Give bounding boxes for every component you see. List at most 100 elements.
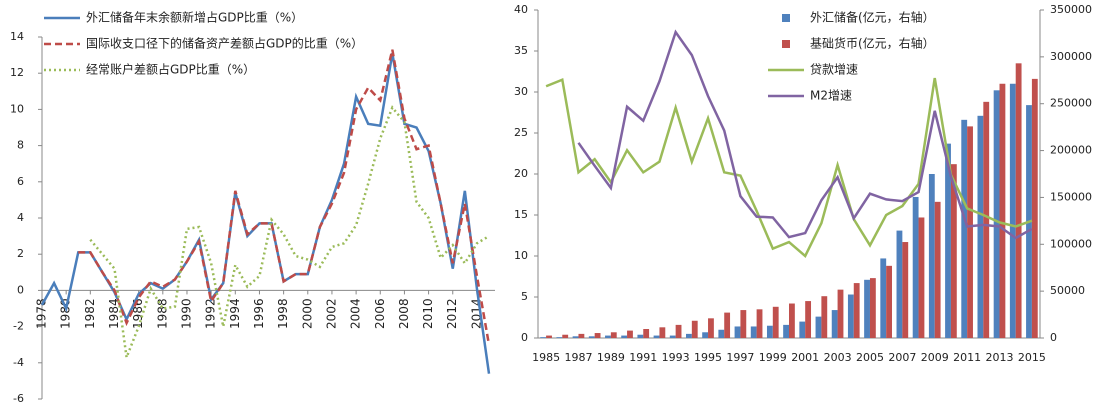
legend-label: 外汇储备年末余额新增占GDP比重（%） <box>86 10 303 25</box>
y-tick-label: 40 <box>514 3 528 16</box>
legend-label: 外汇储备(亿元，右轴） <box>810 10 935 25</box>
x-tick-label: 1987 <box>564 351 592 364</box>
bar <box>627 330 633 338</box>
x-tick-label: 2001 <box>791 351 819 364</box>
bar <box>902 242 909 338</box>
y2-tick-label: 300000 <box>1050 50 1092 63</box>
legend-swatch <box>782 40 790 48</box>
bar <box>934 201 941 338</box>
bar <box>1015 63 1022 339</box>
x-tick-label: 2013 <box>986 351 1014 364</box>
bar <box>643 329 650 338</box>
y-tick-label: -6 <box>13 392 24 405</box>
bar <box>686 333 692 338</box>
bar <box>637 334 644 338</box>
x-tick-label: 1994 <box>228 298 242 329</box>
y-tick-label: 6 <box>17 175 24 188</box>
bar <box>675 324 682 338</box>
bar <box>821 296 828 338</box>
y2-tick-label: 350000 <box>1050 3 1092 16</box>
x-tick-label: 1996 <box>252 298 266 329</box>
y2-tick-label: 200000 <box>1050 144 1092 157</box>
bar <box>740 310 747 338</box>
y-tick-label: 25 <box>514 126 528 139</box>
y-tick-label: 2 <box>17 247 24 260</box>
bar <box>578 333 585 338</box>
y-tick-label: -2 <box>13 320 24 333</box>
bar <box>610 332 617 338</box>
series-line <box>545 77 1033 258</box>
bar <box>772 306 779 338</box>
y-tick-label: 14 <box>10 30 24 43</box>
bar <box>1031 78 1038 338</box>
x-tick-label: 1995 <box>694 351 722 364</box>
x-tick-label: 2000 <box>300 298 314 329</box>
x-tick-label: 1985 <box>532 351 560 364</box>
y-tick-label: 0 <box>17 283 24 296</box>
bar <box>718 329 725 338</box>
x-tick-label: 1989 <box>597 351 625 364</box>
bar <box>918 217 925 338</box>
bar <box>993 90 1000 338</box>
bar <box>734 326 741 338</box>
bar <box>853 283 860 338</box>
x-tick-label: 2009 <box>921 351 949 364</box>
x-tick-label: 1999 <box>759 351 787 364</box>
bar <box>837 289 844 338</box>
bar <box>588 336 595 338</box>
bar <box>928 174 935 338</box>
series-line <box>577 29 1033 240</box>
bar <box>621 335 628 338</box>
y-tick-label: 10 <box>10 102 24 115</box>
bar <box>864 279 870 338</box>
y-tick-label: 15 <box>514 208 528 221</box>
y-tick-label: 10 <box>514 249 528 262</box>
y-tick-label: 8 <box>17 139 24 152</box>
y-tick-label: 4 <box>17 211 24 224</box>
y2-tick-label: 50000 <box>1050 284 1085 297</box>
bar <box>815 316 822 338</box>
x-tick-label: 1988 <box>155 298 169 329</box>
bar <box>983 101 990 338</box>
bar <box>977 115 984 338</box>
legend-label: M2增速 <box>810 89 852 103</box>
x-tick-label: 1991 <box>629 351 657 364</box>
y-tick-label: 30 <box>514 85 528 98</box>
x-tick-label: 2008 <box>397 298 411 329</box>
x-tick-label: 2004 <box>349 298 363 329</box>
bar <box>999 83 1006 338</box>
y-tick-label: 35 <box>514 44 528 57</box>
bar <box>556 337 563 338</box>
bar <box>945 143 951 338</box>
legend-label: 贷款增速 <box>810 63 858 77</box>
y2-tick-label: 100000 <box>1050 237 1092 250</box>
bar <box>886 265 892 338</box>
bar <box>783 324 789 338</box>
x-tick-label: 2012 <box>445 298 459 329</box>
x-tick-label: 1978 <box>35 298 49 329</box>
x-tick-label: 1990 <box>179 298 193 329</box>
bar <box>659 327 666 338</box>
bar <box>594 333 601 338</box>
bar <box>653 335 660 338</box>
bar <box>702 332 709 338</box>
bar <box>912 196 919 338</box>
bar <box>961 119 968 338</box>
bar <box>789 303 795 338</box>
bar <box>605 335 611 338</box>
y2-tick-label: 0 <box>1050 331 1057 344</box>
bar <box>880 258 887 338</box>
x-tick-label: 1992 <box>204 298 218 329</box>
x-tick-label: 1980 <box>59 298 73 329</box>
y2-tick-label: 150000 <box>1050 190 1092 203</box>
bar <box>950 164 957 338</box>
x-tick-label: 1997 <box>726 351 754 364</box>
bar <box>669 335 676 338</box>
legend-swatch <box>782 14 790 22</box>
bar <box>724 312 731 338</box>
legend-label: 基础货币(亿元，右轴） <box>810 36 935 51</box>
x-tick-label: 2002 <box>324 298 338 329</box>
bar <box>750 326 757 338</box>
x-tick-label: 1984 <box>107 298 121 329</box>
legend-label: 经常账户差额占GDP比重（%） <box>86 62 255 77</box>
